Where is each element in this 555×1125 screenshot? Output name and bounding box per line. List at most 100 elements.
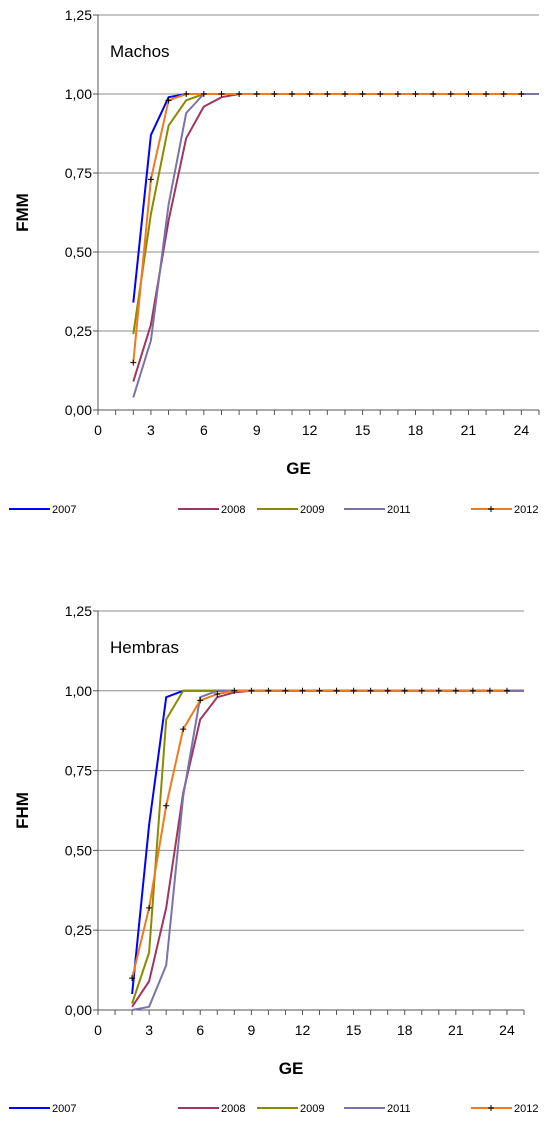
- chart-annotation: Machos: [110, 42, 170, 61]
- data-point: [324, 91, 331, 97]
- legend: 2007 2008 2009 2011 2012: [9, 504, 538, 516]
- y-tick-label: 1,25: [65, 603, 92, 619]
- data-point: [500, 91, 507, 97]
- data-point: [465, 91, 472, 97]
- legend-label: 2012: [514, 504, 538, 516]
- data-point: [447, 91, 454, 97]
- legend-label: 2009: [300, 504, 324, 516]
- data-point: [271, 91, 278, 97]
- data-point: [486, 687, 493, 694]
- data-point: [350, 687, 357, 694]
- x-tick-label: 9: [253, 422, 261, 438]
- x-tick-label: 21: [461, 422, 477, 438]
- data-point: [359, 91, 366, 97]
- legend-label: 2011: [387, 1103, 411, 1115]
- x-tick-label: 0: [94, 1022, 102, 1038]
- y-tick-label: 0,50: [65, 842, 92, 858]
- y-tick-label: 0,00: [65, 402, 92, 418]
- series-2012: [130, 91, 525, 366]
- data-point: [289, 91, 296, 97]
- x-tick-label: 21: [448, 1022, 464, 1038]
- x-tick-label: 9: [247, 1022, 255, 1038]
- legend-label: 2008: [221, 1103, 245, 1115]
- y-tick-label: 1,00: [65, 86, 92, 102]
- x-tick-label: 3: [145, 1022, 153, 1038]
- data-point: [248, 687, 255, 694]
- x-axis-title: GE: [279, 1059, 304, 1078]
- data-point: [129, 975, 136, 982]
- data-point: [333, 687, 340, 694]
- x-tick-label: 24: [499, 1022, 515, 1038]
- data-point: [165, 97, 172, 104]
- data-point: [384, 687, 391, 694]
- x-axis-title: GE: [286, 459, 311, 478]
- data-point: [218, 91, 225, 97]
- data-point: [306, 91, 313, 97]
- x-tick-label: 24: [514, 422, 530, 438]
- data-point: [183, 91, 190, 97]
- y-tick-label: 0,50: [65, 244, 92, 260]
- x-tick-label: 6: [196, 1022, 204, 1038]
- data-point: [418, 687, 425, 694]
- legend-label: 2011: [387, 504, 411, 516]
- legend-label: 2008: [221, 504, 245, 516]
- x-tick-label: 6: [200, 422, 208, 438]
- y-tick-label: 0,75: [65, 165, 92, 181]
- y-axis-title: FMM: [13, 193, 32, 232]
- data-point: [130, 359, 137, 366]
- chart-annotation: Hembras: [110, 638, 179, 657]
- x-tick-label: 18: [397, 1022, 413, 1038]
- legend-marker: [488, 1105, 494, 1111]
- x-tick-label: 15: [346, 1022, 362, 1038]
- x-tick-label: 15: [355, 422, 371, 438]
- data-point: [231, 687, 238, 694]
- data-point: [483, 91, 490, 97]
- data-point: [214, 690, 221, 697]
- y-tick-label: 0,75: [65, 763, 92, 779]
- data-point: [401, 687, 408, 694]
- data-point: [430, 91, 437, 97]
- x-tick-label: 3: [147, 422, 155, 438]
- data-point: [412, 91, 419, 97]
- data-point: [147, 176, 154, 183]
- chart-panel-1: 0,00 0,25 0,50 0,75 1,00 1,25 0 3 6 9 12 15 18 21 24 GE…: [9, 7, 540, 516]
- legend-label: 2007: [52, 1103, 76, 1115]
- data-point: [435, 687, 442, 694]
- data-point: [197, 697, 204, 704]
- data-point: [377, 91, 384, 97]
- series-2012: [129, 687, 510, 982]
- data-point: [316, 687, 323, 694]
- data-point: [367, 687, 374, 694]
- x-tick-label: 12: [302, 422, 318, 438]
- data-point: [299, 687, 306, 694]
- y-tick-label: 0,25: [65, 323, 92, 339]
- x-tick-label: 18: [408, 422, 424, 438]
- x-tick-label: 12: [295, 1022, 311, 1038]
- y-tick-label: 0,00: [65, 1002, 92, 1018]
- x-tick-label: 0: [94, 422, 102, 438]
- legend-marker: [488, 506, 494, 512]
- legend-label: 2012: [514, 1103, 538, 1115]
- legend-label: 2009: [300, 1103, 324, 1115]
- data-point: [518, 91, 525, 97]
- data-point: [341, 91, 348, 97]
- data-point: [469, 687, 476, 694]
- data-point: [265, 687, 272, 694]
- y-tick-label: 1,25: [65, 7, 92, 23]
- y-axis-title: FHM: [13, 792, 32, 829]
- chart-panel-2: 0,00 0,25 0,50 0,75 1,00 1,25 0 3 6 9 12 15 18 21 24 GE…: [9, 603, 538, 1115]
- data-point: [452, 687, 459, 694]
- data-point: [146, 904, 153, 911]
- legend: 2007 2008 2009 2011 2012: [9, 1103, 538, 1115]
- data-point: [163, 802, 170, 809]
- y-tick-label: 0,25: [65, 922, 92, 938]
- data-point: [282, 687, 289, 694]
- data-point: [236, 91, 243, 97]
- y-tick-label: 1,00: [65, 683, 92, 699]
- data-point: [200, 91, 207, 97]
- data-point: [253, 91, 260, 97]
- legend-label: 2007: [52, 504, 76, 516]
- data-point: [394, 91, 401, 97]
